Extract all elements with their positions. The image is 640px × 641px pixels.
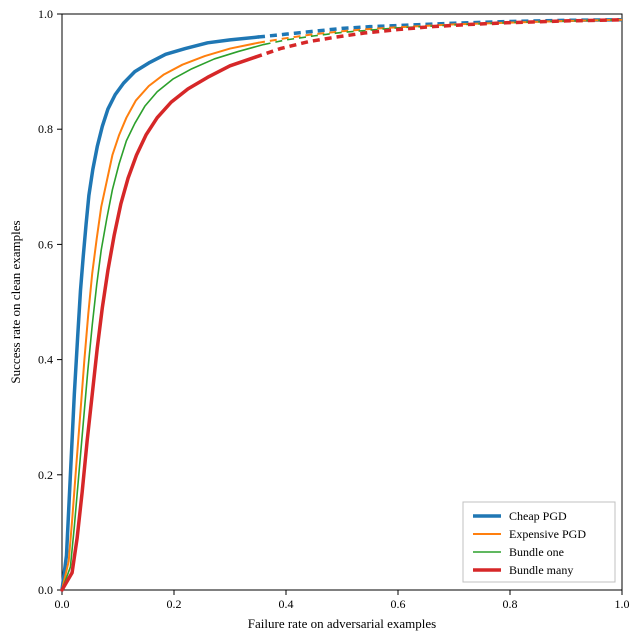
x-axis-label: Failure rate on adversarial examples <box>248 616 436 631</box>
y-axis-label: Success rate on clean examples <box>8 220 23 383</box>
x-tick-label: 0.0 <box>55 597 70 611</box>
y-tick-label: 0.4 <box>38 353 53 367</box>
y-tick-label: 0.8 <box>38 122 53 136</box>
legend-label: Bundle many <box>509 563 573 577</box>
line-chart: 0.0 0.2 0.4 0.6 0.8 1.0 0.0 0.2 0.4 0.6 0.8 1.0 Fail… <box>0 0 640 641</box>
x-tick-label: 0.4 <box>279 597 294 611</box>
legend-label: Bundle one <box>509 545 564 559</box>
x-tick-label: 0.8 <box>503 597 518 611</box>
legend-label: Cheap PGD <box>509 509 567 523</box>
y-tick-label: 0.6 <box>38 237 53 251</box>
legend-label: Expensive PGD <box>509 527 586 541</box>
y-tick-label: 0.2 <box>38 468 53 482</box>
y-tick-label: 1.0 <box>38 7 53 21</box>
chart-container: 0.0 0.2 0.4 0.6 0.8 1.0 0.0 0.2 0.4 0.6 0.8 1.0 Fail… <box>0 0 640 641</box>
x-tick-label: 0.2 <box>167 597 182 611</box>
y-tick-label: 0.0 <box>38 583 53 597</box>
x-tick-label: 0.6 <box>391 597 406 611</box>
x-tick-label: 1.0 <box>615 597 630 611</box>
